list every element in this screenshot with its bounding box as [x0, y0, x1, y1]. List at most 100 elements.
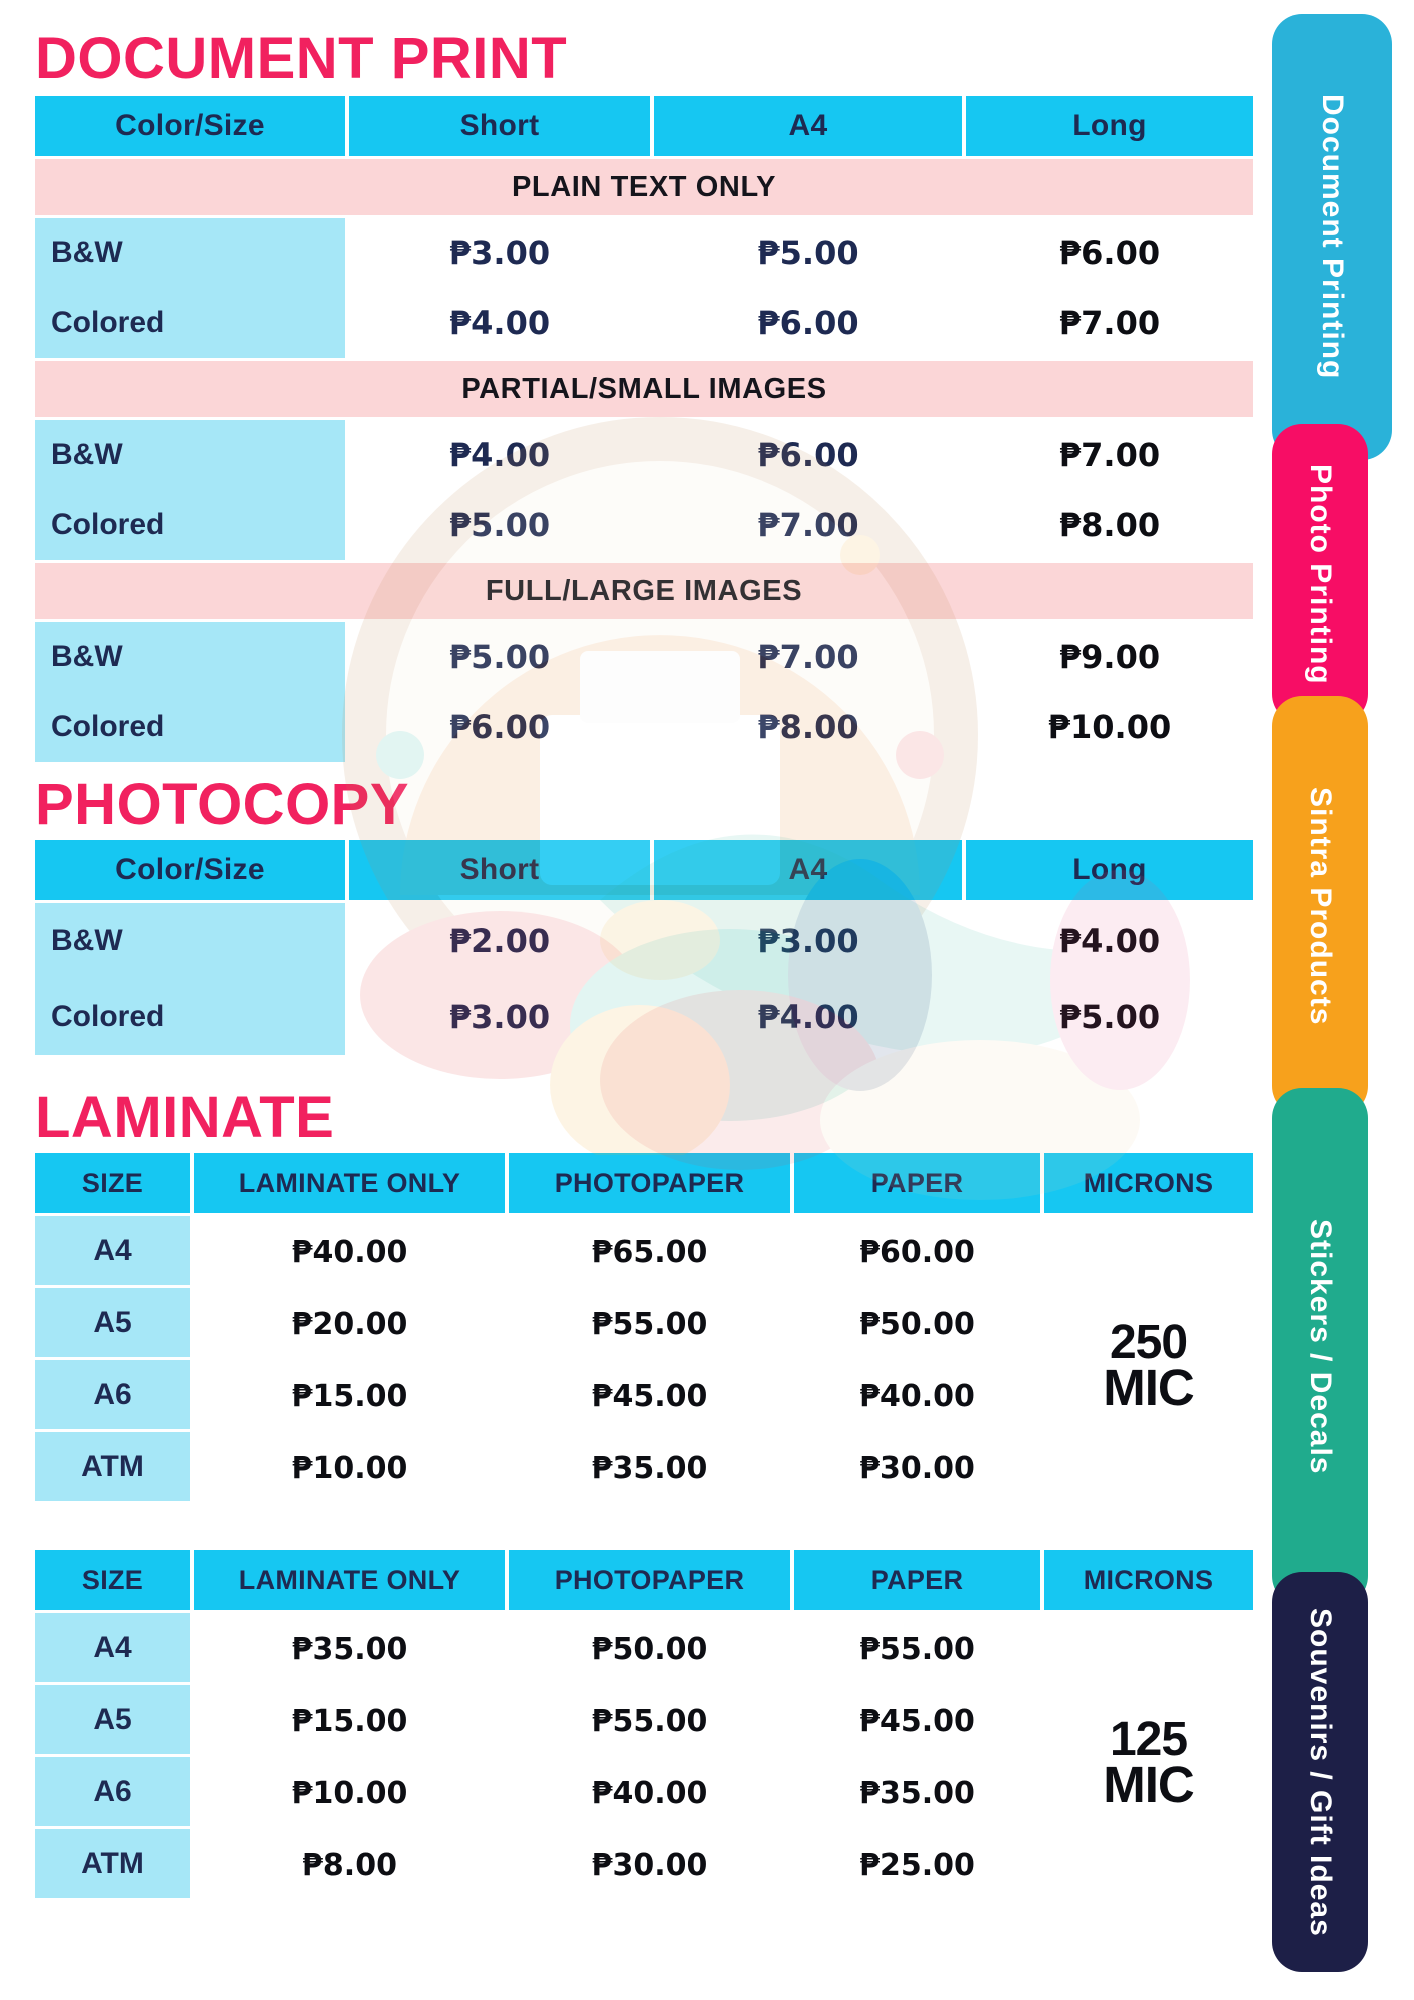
row-label: A6	[35, 1757, 190, 1829]
price-cell: ₱30.00	[591, 1847, 708, 1883]
row-label: A4	[35, 1613, 190, 1685]
price-cell: ₱40.00	[591, 1775, 708, 1811]
tab-document-printing[interactable]: Document Printing	[1272, 14, 1392, 460]
table-row: Colored ₱4.00 ₱6.00 ₱7.00	[35, 288, 1253, 358]
price-cell: ₱5.00	[757, 234, 859, 272]
row-label: B&W	[35, 420, 345, 490]
price-cell: ₱45.00	[591, 1378, 708, 1414]
category-tabs: Document Printing Photo Printing Sintra …	[1272, 0, 1414, 2000]
price-cell: ₱30.00	[859, 1450, 975, 1486]
header-cell: SIZE	[35, 1550, 190, 1610]
header-cell: Long	[966, 840, 1253, 900]
table-row: Colored ₱3.00 ₱4.00 ₱5.00	[35, 979, 1253, 1055]
section-band: PARTIAL/SMALL IMAGES	[35, 361, 1253, 417]
table-row: Colored ₱5.00 ₱7.00 ₱8.00	[35, 490, 1253, 560]
table-row: A5 ₱20.00 ₱55.00 ₱50.00	[35, 1288, 1253, 1360]
price-cell: ₱65.00	[591, 1234, 708, 1270]
section-band: FULL/LARGE IMAGES	[35, 563, 1253, 619]
price-cell: ₱35.00	[591, 1450, 708, 1486]
table-row: ATM ₱10.00 ₱35.00 ₱30.00	[35, 1432, 1253, 1504]
price-cell: ₱7.00	[757, 506, 859, 544]
row-label: ATM	[35, 1829, 190, 1901]
tab-label: Stickers / Decals	[1304, 1219, 1337, 1475]
header-cell: Short	[349, 840, 650, 900]
tab-stickers-decals[interactable]: Stickers / Decals	[1272, 1088, 1368, 1606]
table-row: B&W ₱3.00 ₱5.00 ₱6.00	[35, 218, 1253, 288]
row-label: Colored	[35, 692, 345, 762]
table-row: A5 ₱15.00 ₱55.00 ₱45.00	[35, 1685, 1253, 1757]
header-cell: PHOTOPAPER	[509, 1153, 790, 1213]
header-cell: A4	[654, 840, 962, 900]
price-cell: ₱50.00	[591, 1631, 708, 1667]
price-cell: ₱3.00	[448, 234, 551, 272]
micron-value: 125	[1109, 1713, 1188, 1766]
photocopy-table: Color/Size Short A4 Long B&W ₱2.00 ₱3.00…	[35, 840, 1253, 1055]
price-cell: ₱7.00	[1058, 436, 1161, 474]
header-cell: PAPER	[794, 1153, 1040, 1213]
row-label: ATM	[35, 1432, 190, 1504]
price-cell: ₱6.00	[757, 436, 859, 474]
price-cell: ₱2.00	[448, 922, 551, 960]
micron-label-250: 250 MIC	[1044, 1318, 1253, 1417]
price-cell: ₱7.00	[757, 638, 859, 676]
laminate-table-125mic: SIZE LAMINATE ONLY PHOTOPAPER PAPER MICR…	[35, 1550, 1253, 1901]
price-cell: ₱40.00	[859, 1378, 975, 1414]
price-cell: ₱8.00	[757, 708, 859, 746]
row-label: B&W	[35, 218, 345, 288]
row-label: B&W	[35, 903, 345, 979]
table-row: ATM ₱8.00 ₱30.00 ₱25.00	[35, 1829, 1253, 1901]
header-cell: SIZE	[35, 1153, 190, 1213]
header-cell: Short	[349, 96, 650, 156]
price-cell: ₱6.00	[448, 708, 551, 746]
table-row: A6 ₱15.00 ₱45.00 ₱40.00	[35, 1360, 1253, 1432]
price-cell: ₱35.00	[291, 1631, 408, 1667]
table-row: B&W ₱2.00 ₱3.00 ₱4.00	[35, 903, 1253, 979]
table-row: B&W ₱5.00 ₱7.00 ₱9.00	[35, 622, 1253, 692]
section-band: PLAIN TEXT ONLY	[35, 159, 1253, 215]
price-cell: ₱60.00	[859, 1234, 975, 1270]
header-cell: PAPER	[794, 1550, 1040, 1610]
table-row: A4 ₱40.00 ₱65.00 ₱60.00	[35, 1216, 1253, 1288]
price-cell: ₱15.00	[291, 1703, 408, 1739]
price-cell: ₱4.00	[448, 304, 551, 342]
price-cell: ₱55.00	[591, 1306, 708, 1342]
price-cell: ₱10.00	[291, 1450, 408, 1486]
document-print-table: Color/Size Short A4 Long PLAIN TEXT ONLY…	[35, 96, 1253, 762]
table-row: A4 ₱35.00 ₱50.00 ₱55.00	[35, 1613, 1253, 1685]
header-cell: Long	[966, 96, 1253, 156]
table-row: Colored ₱6.00 ₱8.00 ₱10.00	[35, 692, 1253, 762]
price-cell: ₱7.00	[1058, 304, 1161, 342]
tab-label: Sintra Products	[1304, 786, 1337, 1026]
tab-sintra-products[interactable]: Sintra Products	[1272, 696, 1368, 1116]
header-cell: Color/Size	[35, 96, 345, 156]
price-cell: ₱55.00	[859, 1631, 975, 1667]
tab-photo-printing[interactable]: Photo Printing	[1272, 424, 1368, 724]
price-cell: ₱50.00	[859, 1306, 975, 1342]
micron-unit: MIC	[1103, 1359, 1194, 1417]
price-cell: ₱4.00	[448, 436, 551, 474]
table-row: B&W ₱4.00 ₱6.00 ₱7.00	[35, 420, 1253, 490]
tab-souvenirs-gift-ideas[interactable]: Souvenirs / Gift Ideas	[1272, 1572, 1368, 1972]
price-cell: ₱5.00	[1058, 998, 1161, 1036]
tab-label: Souvenirs / Gift Ideas	[1304, 1607, 1337, 1937]
header-cell: MICRONS	[1044, 1153, 1253, 1213]
price-cell: ₱6.00	[1058, 234, 1161, 272]
price-cell: ₱5.00	[448, 638, 551, 676]
header-cell: MICRONS	[1044, 1550, 1253, 1610]
table-header-row: SIZE LAMINATE ONLY PHOTOPAPER PAPER MICR…	[35, 1550, 1253, 1610]
tab-label: Document Printing	[1316, 94, 1349, 380]
price-cell: ₱8.00	[1058, 506, 1161, 544]
table-row: A6 ₱10.00 ₱40.00 ₱35.00	[35, 1757, 1253, 1829]
price-cell: ₱4.00	[1058, 922, 1161, 960]
row-label: Colored	[35, 288, 345, 358]
price-cell: ₱10.00	[1047, 708, 1172, 746]
row-label: A4	[35, 1216, 190, 1288]
row-label: A5	[35, 1685, 190, 1757]
header-cell: Color/Size	[35, 840, 345, 900]
row-label: A6	[35, 1360, 190, 1432]
page-title-laminate: LAMINATE	[35, 1084, 335, 1150]
header-cell: LAMINATE ONLY	[194, 1550, 505, 1610]
price-cell: ₱6.00	[757, 304, 859, 342]
price-cell: ₱40.00	[291, 1234, 408, 1270]
price-list: DOCUMENT PRINT Color/Size Short A4 Long …	[35, 0, 1253, 1901]
